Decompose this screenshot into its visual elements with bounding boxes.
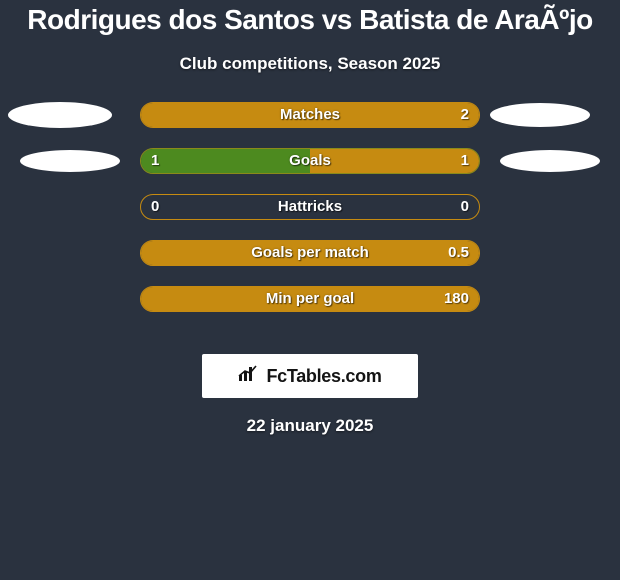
page-title: Rodrigues dos Santos vs Batista de AraÃº… xyxy=(0,4,620,36)
stat-bar: Hattricks0 0 xyxy=(140,194,480,220)
player-marker-ellipse xyxy=(8,102,112,128)
comparison-row: Min per goal180 xyxy=(0,286,620,332)
stat-value-right: 1 xyxy=(461,152,469,169)
source-logo: FcTables.com xyxy=(238,365,381,388)
stat-bar-fill-right xyxy=(141,103,479,127)
stat-bar: Matches2 xyxy=(140,102,480,128)
stat-bar: Min per goal180 xyxy=(140,286,480,312)
comparison-card: Rodrigues dos Santos vs Batista de AraÃº… xyxy=(0,0,620,436)
comparison-rows: Matches2Goals11Hattricks00Goals per matc… xyxy=(0,102,620,332)
stat-value-left: 0 xyxy=(151,198,159,215)
stat-value-right: 2 xyxy=(461,106,469,123)
stat-value-left: 1 xyxy=(151,152,159,169)
bar-chart-icon xyxy=(238,365,260,388)
stat-value-right: 180 xyxy=(444,290,469,307)
comparison-row: Hattricks0 0 xyxy=(0,194,620,240)
page-subtitle: Club competitions, Season 2025 xyxy=(0,54,620,74)
source-logo-text: FcTables.com xyxy=(266,366,381,387)
stat-bar: Goals11 xyxy=(140,148,480,174)
stat-value-right: 0.5 xyxy=(448,244,469,261)
stat-label: Hattricks xyxy=(141,198,479,215)
comparison-row: Matches2 xyxy=(0,102,620,148)
source-logo-box: FcTables.com xyxy=(202,354,418,398)
stat-bar-fill-right xyxy=(310,149,479,173)
stat-bar-fill-left xyxy=(141,149,310,173)
stat-bar-fill-right xyxy=(141,287,479,311)
stat-value-right: 0 xyxy=(461,198,469,215)
comparison-row: Goals11 xyxy=(0,148,620,194)
player-marker-ellipse xyxy=(20,150,120,172)
stat-bar: Goals per match0.5 xyxy=(140,240,480,266)
player-marker-ellipse xyxy=(500,150,600,172)
comparison-row: Goals per match0.5 xyxy=(0,240,620,286)
date-text: 22 january 2025 xyxy=(0,416,620,436)
player-marker-ellipse xyxy=(490,103,590,127)
stat-bar-fill-right xyxy=(141,241,479,265)
